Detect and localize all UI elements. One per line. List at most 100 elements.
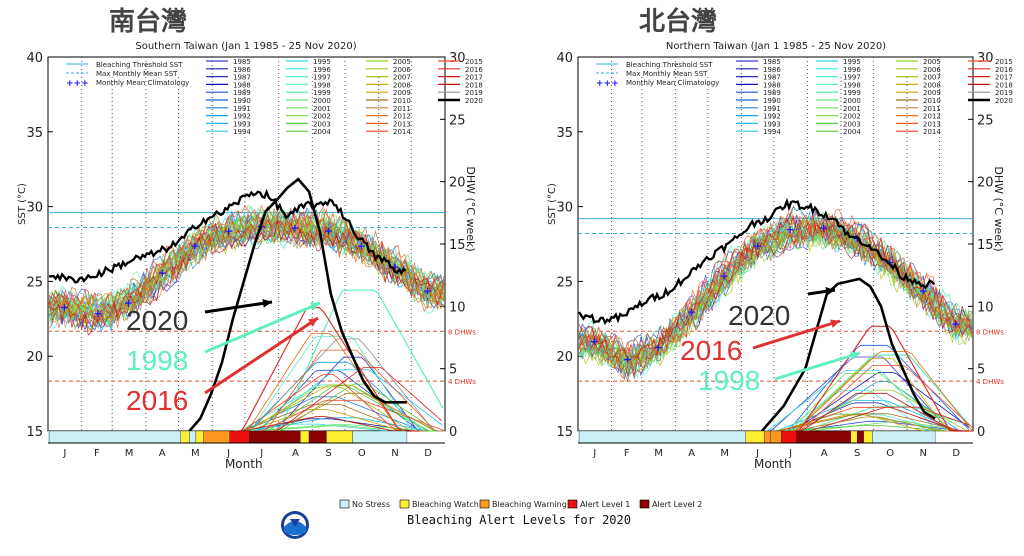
climatology-marker: +: [623, 353, 632, 366]
dhw-line-2011: [788, 416, 962, 432]
legend-year-label: 2005: [923, 58, 941, 66]
dhw-line-1998: [787, 354, 970, 432]
alert-legend-swatch: [339, 499, 350, 509]
legend-year-label: 2012: [923, 113, 941, 121]
month-label: A: [159, 448, 166, 459]
climatology-marker: +: [357, 239, 366, 252]
dhw-line-2018: [237, 416, 412, 432]
dhw-line-2001: [803, 421, 973, 432]
legend-year-label: 2008: [393, 81, 411, 89]
legend-year-label: 2016: [465, 66, 483, 74]
month-label: S: [854, 448, 860, 459]
annotation-1998: 1998: [698, 365, 760, 396]
y2-tick-label: 30: [449, 51, 466, 66]
legend-year-label: 1992: [233, 113, 251, 121]
sst-line-2013: [48, 204, 445, 314]
chart-title: 南台灣: [109, 6, 187, 37]
legend-year-label: 2020: [465, 97, 483, 105]
dhw-line-2020: [761, 277, 936, 432]
annotation-arrowhead: [830, 319, 840, 328]
dhw-line-2008: [789, 358, 968, 432]
sst-line-2019: [48, 216, 445, 328]
legend-year-label: 2000: [313, 97, 331, 105]
annotation-arrow: [204, 301, 321, 354]
dhw-ref-label: 8 DHWs: [448, 328, 476, 336]
annotation-arrowhead: [262, 299, 272, 308]
alert-segment: [229, 430, 250, 444]
y-tick-label: 25: [26, 275, 43, 290]
annotation-1998: 1998: [126, 345, 188, 376]
alert-segment: [863, 430, 873, 444]
climatology-marker: +: [324, 225, 333, 238]
month-label: M: [654, 448, 663, 459]
y2-tick-label: 0: [977, 425, 985, 440]
climatology-marker: +: [390, 260, 399, 273]
legend-year-label: 2018: [465, 81, 483, 89]
legend-year-label: 2004: [843, 128, 861, 136]
legend-year-label: 2017: [465, 74, 483, 82]
dhw-line-2019: [245, 338, 441, 432]
dhw-line-2005: [787, 389, 970, 432]
dhw-line-2003: [776, 424, 963, 432]
climatology-marker: +: [124, 296, 133, 309]
y2-tick-label: 25: [977, 113, 994, 128]
legend-year-label: 2007: [393, 74, 411, 82]
y2-tick-label: 15: [977, 238, 994, 253]
y-tick-label: 30: [556, 201, 573, 216]
annotation-arrow: [204, 300, 273, 314]
dhw-line-2003: [262, 385, 441, 432]
sst-line-2020: [49, 188, 407, 284]
legend-year-label: 2016: [995, 66, 1013, 74]
legend-year-label: 2003: [843, 120, 861, 128]
climatology-marker: +: [885, 256, 894, 269]
y2-axis-label: DHW (°C week): [464, 166, 477, 251]
legend-year-label: 1991: [763, 105, 781, 113]
legend-year-label: 1991: [233, 105, 251, 113]
y-axis-label: SST (°C): [547, 183, 558, 225]
legend-year-label: 2018: [995, 81, 1013, 89]
dhw-line-1998: [273, 289, 444, 432]
legend-year-label: 2002: [313, 113, 331, 121]
month-label: J: [259, 448, 263, 459]
legend-year-label: 2003: [313, 120, 331, 128]
dhw-line-2012: [790, 351, 973, 432]
chart-title: 北台灣: [639, 6, 717, 37]
alert-legend-swatch: [479, 499, 490, 509]
month-label: O: [886, 448, 894, 459]
chart-subtitle: Northern Taiwan (Jan 1 1985 - 25 Nov 202…: [666, 41, 886, 52]
alert-segment: [850, 430, 858, 444]
legend-year-label: 2013: [393, 120, 411, 128]
legend-year-label: 1995: [843, 58, 861, 66]
alert-segment: [300, 430, 310, 444]
legend-year-label: 2011: [923, 105, 941, 113]
legend-year-label: 2009: [923, 89, 941, 97]
noaa-logo: NOAA: [281, 511, 309, 539]
dhw-line-2016: [793, 325, 972, 432]
month-label: J: [226, 448, 230, 459]
y-tick-label: 15: [26, 425, 43, 440]
legend-year-label: 2020: [995, 97, 1013, 105]
y-tick-label: 35: [556, 126, 573, 141]
legend-year-label: 2014: [923, 128, 941, 136]
y2-tick-label: 20: [449, 176, 466, 191]
sst-line-2018: [578, 213, 972, 363]
chart-panel-north: 北台灣 Northern Taiwan (Jan 1 1985 - 25 Nov …: [547, 6, 1013, 471]
legend-year-label: 1987: [763, 74, 781, 82]
legend-year-label: 1985: [763, 58, 781, 66]
y2-tick-label: 0: [449, 425, 457, 440]
legend-year-label: 1988: [233, 81, 251, 89]
legend-year-label: 1994: [763, 128, 781, 136]
legend-year-label: 2019: [465, 89, 483, 97]
y-tick-label: 40: [556, 51, 573, 66]
annotation-arrowhead: [310, 302, 320, 311]
dhw-line-2015: [794, 364, 973, 432]
month-label: N: [391, 448, 398, 459]
alert-segment: [195, 430, 204, 444]
y2-axis-label: DHW (°C week): [992, 166, 1005, 251]
alert-legend-swatch: [639, 499, 650, 509]
alert-segment: [857, 430, 864, 444]
alert-legend-label: Alert Level 1: [580, 500, 630, 509]
month-label: F: [624, 448, 630, 459]
legend-year-label: 1993: [233, 120, 251, 128]
legend-year-label: 2001: [843, 105, 861, 113]
